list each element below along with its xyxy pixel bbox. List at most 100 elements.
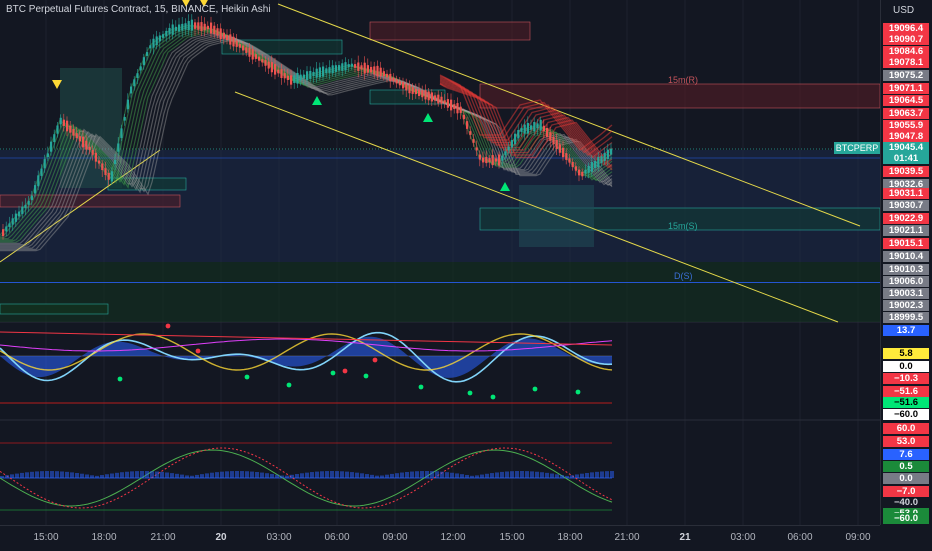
candle [578, 169, 581, 176]
candle [123, 116, 126, 121]
osc-histogram-bar [495, 472, 499, 478]
candle [146, 52, 149, 56]
candle [101, 163, 104, 171]
osc-histogram-bar [500, 471, 504, 478]
osc-histogram-bar [535, 471, 539, 478]
candle [296, 72, 299, 84]
osc-histogram-bar [520, 471, 524, 478]
price-tag: 19010.4 [883, 251, 929, 262]
candle [194, 22, 197, 29]
ma-ribbon [0, 34, 613, 246]
indicator-tag: 60.0 [883, 423, 929, 434]
osc-dot [244, 374, 250, 380]
osc-histogram-bar [460, 474, 464, 478]
osc-histogram-bar [120, 472, 124, 478]
osc-histogram-bar [570, 475, 574, 478]
osc-histogram-bar [240, 471, 244, 478]
candle [434, 95, 437, 101]
osc-histogram-bar [565, 475, 569, 478]
time-tick: 15:00 [499, 532, 525, 543]
candle [491, 155, 494, 165]
osc-histogram-bar [585, 472, 589, 478]
candle [302, 74, 305, 79]
indicator-tag: −60.0 [883, 513, 929, 524]
candle [325, 68, 328, 74]
chart-canvas[interactable]: BTC Perpetual Futures Contract, 15, BINA… [0, 0, 881, 525]
candle [414, 89, 417, 95]
time-tick: 06:00 [787, 532, 813, 543]
candle [72, 129, 75, 136]
price-tag: 01:41 [883, 153, 929, 164]
osc-dot [165, 323, 171, 329]
osc-histogram-bar [75, 473, 79, 478]
candle [520, 127, 523, 132]
osc-histogram-bar [90, 475, 94, 478]
indicator-tag: 7.6 [883, 449, 929, 460]
time-tick: 21 [679, 532, 691, 543]
time-tick: 06:00 [324, 532, 350, 543]
candle [584, 169, 587, 174]
time-tick: 09:00 [382, 532, 408, 543]
osc-histogram-bar [390, 473, 394, 478]
resistance-box [479, 83, 881, 109]
osc-histogram-bar [165, 472, 169, 478]
candle [347, 64, 350, 68]
osc-dot [490, 394, 496, 400]
channel-line [277, 3, 861, 227]
ma-ribbon [0, 37, 613, 249]
candle [184, 23, 187, 30]
osc-histogram-bar [45, 471, 49, 478]
candle [40, 168, 43, 176]
osc-histogram-bar [190, 475, 194, 478]
candle [187, 20, 190, 31]
osc-histogram-bar [250, 471, 254, 478]
candle [389, 73, 392, 82]
candle [30, 195, 33, 201]
candle [507, 146, 510, 151]
candle [437, 94, 440, 104]
candle [594, 160, 597, 169]
candle [597, 156, 600, 168]
candle [574, 166, 577, 171]
candle [539, 119, 542, 131]
candle [270, 62, 273, 73]
candle [485, 156, 488, 164]
candle [443, 100, 446, 104]
osc-histogram-bar [80, 473, 84, 478]
price-tag: 19047.8 [883, 131, 929, 142]
candle [37, 175, 40, 187]
price-tag: 19032.6 [883, 179, 929, 190]
candle [155, 36, 158, 46]
price-scale[interactable]: USD 19096.4 19090.7 19084.6 19078.1 19075.2 1… [880, 0, 932, 525]
price-tag: 19010.3 [883, 264, 929, 275]
candle [18, 211, 21, 217]
osc-histogram-bar [420, 471, 424, 478]
osc-histogram-bar [445, 472, 449, 478]
candle [450, 99, 453, 111]
ma-ribbon [0, 29, 613, 241]
indicator-tag: 53.0 [883, 436, 929, 447]
time-tick: 21:00 [614, 532, 640, 543]
osc-line [0, 338, 613, 352]
indicator-tag: 0.0 [883, 361, 929, 372]
support-box [107, 177, 187, 191]
ma-ribbon [439, 83, 613, 168]
time-tick: 18:00 [91, 532, 117, 543]
osc-histogram-bar [50, 471, 54, 478]
candle [85, 140, 88, 150]
indicator-tag: −51.6 [883, 386, 929, 397]
candle [318, 67, 321, 78]
indicator-tag: 0.5 [883, 461, 929, 472]
osc-histogram-bar [440, 471, 444, 478]
candle [213, 25, 216, 35]
candle [488, 157, 491, 163]
osc-dot [286, 382, 292, 388]
price-tag: 18999.5 [883, 312, 929, 323]
currency-label: USD [893, 5, 915, 16]
candle [117, 143, 120, 152]
candle [370, 66, 373, 73]
osc-histogram-bar [330, 471, 334, 478]
price-chart-svg[interactable] [0, 0, 881, 525]
time-axis[interactable]: 15:00 18:00 21:00 20 03:00 06:00 09:00 12:00 15:… [0, 525, 880, 551]
candle [286, 75, 289, 81]
